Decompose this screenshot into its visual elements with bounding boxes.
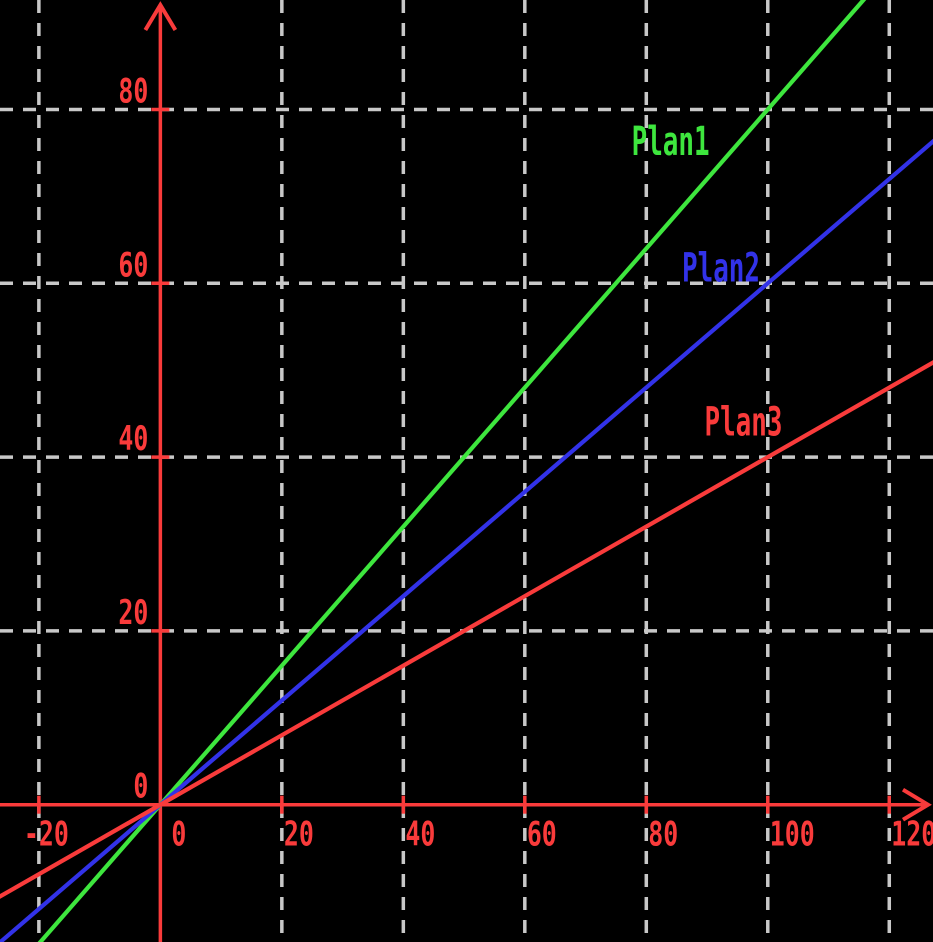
x-tick-label-0: 0 [171, 815, 186, 855]
x-tick-label-100: 100 [770, 815, 815, 855]
x-tick-label-60: 60 [527, 815, 557, 855]
x-axis-arrow-icon [901, 787, 932, 822]
y-tick-label-40: 40 [118, 419, 148, 459]
x-tick-label-40: 40 [405, 815, 435, 855]
series-label-plan2: Plan2 [682, 246, 760, 292]
x-tick-label-80: 80 [648, 815, 678, 855]
x-tick-label--20: -20 [24, 815, 69, 855]
series-label-plan1: Plan1 [632, 119, 710, 165]
series-line-plan2 [0, 138, 933, 942]
x-tick-label-20: 20 [284, 815, 314, 855]
series-label-plan3: Plan3 [704, 399, 782, 445]
x-tick-label-120: 120 [891, 815, 933, 855]
y-tick-label-20: 20 [118, 593, 148, 633]
series-line-plan3 [0, 360, 933, 899]
y-tick-label-0: 0 [133, 767, 148, 807]
y-tick-label-80: 80 [118, 71, 148, 111]
y-axis-arrow-icon [143, 1, 178, 32]
y-tick-label-60: 60 [118, 245, 148, 285]
